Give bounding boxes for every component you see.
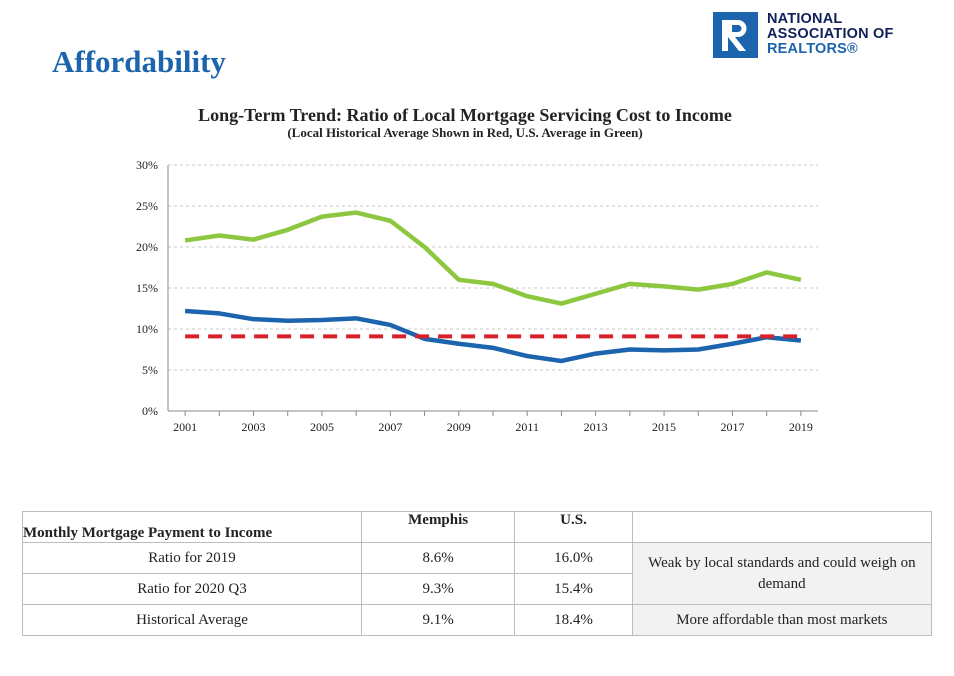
table-header-row: Monthly Mortgage Payment to Income Memph… [22, 511, 933, 543]
row-label: Historical Average [22, 604, 362, 636]
table-header-metric: Monthly Mortgage Payment to Income [22, 511, 362, 543]
table-header-note [631, 511, 933, 543]
chart-subtitle: (Local Historical Average Shown in Red, … [287, 125, 643, 140]
page-title: Affordability [52, 44, 226, 79]
x-tick-label: 2003 [242, 420, 266, 434]
x-tick-label: 2001 [173, 420, 197, 434]
us-value: 16.0% [514, 542, 633, 574]
assessment-note: Weak by local standards and could weigh … [631, 542, 933, 605]
chart-title: Long-Term Trend: Ratio of Local Mortgage… [198, 105, 732, 125]
y-tick-label: 25% [136, 199, 158, 213]
y-tick-label: 15% [136, 281, 158, 295]
memphis-value: 8.6% [360, 542, 516, 574]
x-tick-label: 2015 [652, 420, 676, 434]
summary-table: Monthly Mortgage Payment to Income Memph… [22, 511, 933, 636]
nar-logo: NATIONAL ASSOCIATION OF REALTORS® [713, 12, 933, 62]
logo-line-1: NATIONAL [767, 11, 843, 27]
y-tick-label: 10% [136, 322, 158, 336]
us-value: 18.4% [514, 604, 633, 636]
x-tick-label: 2013 [584, 420, 608, 434]
row-label: Ratio for 2020 Q3 [22, 573, 362, 605]
memphis-value: 9.3% [360, 573, 516, 605]
x-tick-label: 2019 [789, 420, 813, 434]
table-header-memphis: Memphis [360, 511, 516, 543]
x-tick-label: 2005 [310, 420, 334, 434]
logo-wordmark: NATIONAL ASSOCIATION OF REALTORS® [767, 12, 894, 57]
assessment-note: More affordable than most markets [631, 604, 933, 636]
table-row: Ratio for 2020 Q3 9.3% 15.4% [22, 573, 932, 605]
x-tick-label: 2017 [720, 420, 744, 434]
y-tick-label: 30% [136, 158, 158, 172]
y-tick-label: 20% [136, 240, 158, 254]
logo-line-3: REALTORS® [767, 41, 858, 57]
x-tick-label: 2011 [515, 420, 539, 434]
row-label: Ratio for 2019 [22, 542, 362, 574]
logo-line-2: ASSOCIATION OF [767, 26, 894, 42]
table-row: Historical Average 9.1% 18.4% More affor… [22, 604, 933, 636]
x-tick-label: 2007 [378, 420, 402, 434]
us-value: 15.4% [514, 573, 633, 605]
table-header-us: U.S. [514, 511, 633, 543]
y-tick-label: 5% [142, 363, 158, 377]
table-row: Ratio for 2019 8.6% 16.0% Weak by local … [22, 542, 933, 605]
memphis-value: 9.1% [360, 604, 516, 636]
x-tick-label: 2009 [447, 420, 471, 434]
line-chart: 0% 5% 10% 15% 20% 25% 30% 2001 2003 2005 2007 2009 2… [136, 158, 818, 434]
y-tick-label: 0% [142, 404, 158, 418]
realtor-r-logo-icon [713, 12, 758, 58]
us-average-line [184, 210, 802, 306]
